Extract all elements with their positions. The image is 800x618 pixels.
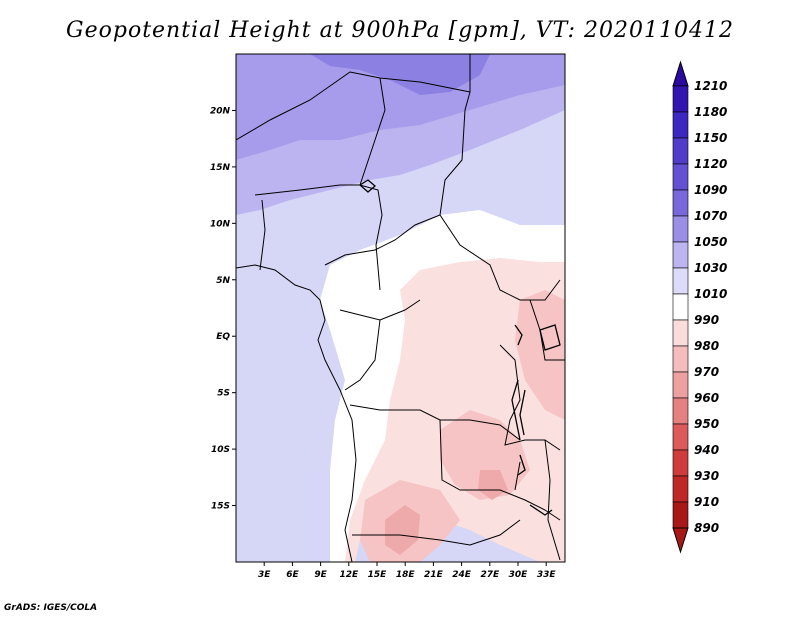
legend-swatch <box>672 449 689 477</box>
legend-level-label: 1180 <box>694 105 727 119</box>
legend-swatch <box>672 371 689 399</box>
legend-level-label: 940 <box>694 443 719 457</box>
x-tick-label: 24E <box>452 570 472 580</box>
y-tick-label: 10S <box>211 445 230 455</box>
x-axis: 3E 6E 9E 12E 15E 18E 21E 24E 27E 30E 33E <box>258 562 556 580</box>
x-tick-label: 33E <box>537 570 557 580</box>
legend-swatch <box>672 293 689 321</box>
legend-level-label: 1030 <box>694 261 727 275</box>
legend-level-label: 980 <box>694 339 719 353</box>
legend-swatch <box>672 137 689 165</box>
legend-swatch <box>672 111 689 139</box>
legend-level-label: 1210 <box>694 79 727 93</box>
map-frame <box>235 53 566 563</box>
legend-swatch <box>672 397 689 425</box>
x-tick-label: 21E <box>424 570 444 580</box>
legend-level-label: 910 <box>694 495 719 509</box>
y-tick-label: 20N <box>210 106 231 116</box>
legend-swatch <box>672 345 689 373</box>
legend-level-label: 1070 <box>694 209 727 223</box>
legend-level-label: 990 <box>694 313 719 327</box>
legend-level-label: 1150 <box>694 131 727 145</box>
legend-level-label: 1090 <box>694 183 727 197</box>
y-tick-label: 15N <box>210 163 231 173</box>
x-tick-label: 27E <box>480 570 500 580</box>
legend-swatch <box>672 319 689 347</box>
legend-arrow-bottom <box>672 527 689 554</box>
legend-arrow-top <box>672 60 689 87</box>
legend-swatch <box>672 163 689 191</box>
legend-swatch <box>672 501 689 529</box>
country-borders <box>236 54 565 562</box>
legend-swatch <box>672 267 689 295</box>
y-tick-label: 10N <box>210 219 231 229</box>
legend-swatch <box>672 241 689 269</box>
y-axis: 20N 15N 10N 5N EQ 5S 10S 15S <box>210 106 236 512</box>
legend-level-label: 960 <box>694 391 719 405</box>
x-tick-label: 3E <box>258 570 271 580</box>
legend-level-label: 1010 <box>694 287 727 301</box>
y-tick-label: 5N <box>216 276 230 286</box>
x-tick-label: 30E <box>509 570 529 580</box>
legend-level-label: 1050 <box>694 235 727 249</box>
legend-swatch <box>672 475 689 503</box>
legend-level-label: 1120 <box>694 157 727 171</box>
color-legend: 1210 1180 1150 1120 1090 1070 1050 1030 1010 990 9… <box>672 60 727 554</box>
legend-level-label: 950 <box>694 417 719 431</box>
legend-level-label: 970 <box>694 365 719 379</box>
x-tick-label: 9E <box>314 570 327 580</box>
x-tick-label: 15E <box>368 570 388 580</box>
y-tick-label: 15S <box>211 502 230 512</box>
y-tick-label: EQ <box>216 332 230 342</box>
credit-label: GrADS: IGES/COLA <box>4 603 98 613</box>
lakes <box>358 179 561 516</box>
x-tick-label: 6E <box>286 570 299 580</box>
x-tick-label: 12E <box>339 570 359 580</box>
x-tick-label: 18E <box>396 570 416 580</box>
legend-swatch <box>672 189 689 217</box>
legend-swatch <box>672 215 689 243</box>
legend-swatch <box>672 85 689 113</box>
map-title: Geopotential Height at 900hPa [gpm], VT:… <box>66 18 734 43</box>
legend-level-label: 890 <box>694 521 719 535</box>
legend-swatch <box>672 423 689 451</box>
legend-level-label: 930 <box>694 469 719 483</box>
y-tick-label: 5S <box>217 389 230 399</box>
